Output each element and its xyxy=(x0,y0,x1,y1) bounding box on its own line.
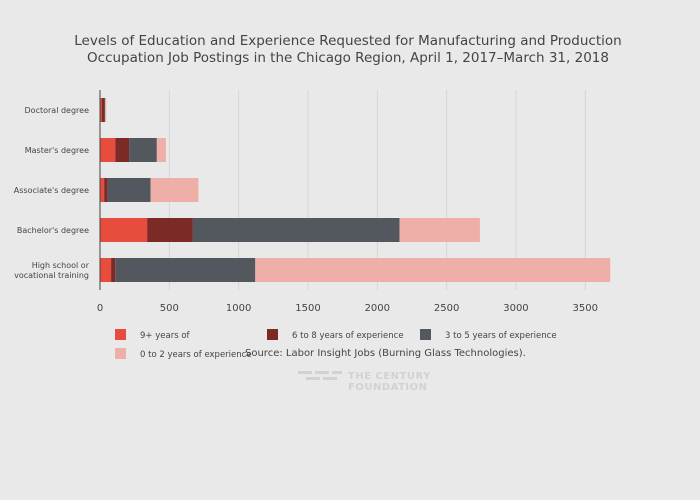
bar-segment xyxy=(111,258,116,282)
bar-segment xyxy=(115,258,256,282)
x-tick-label: 2500 xyxy=(434,303,459,314)
logo-text-line-2: FOUNDATION xyxy=(348,382,428,393)
bar-segment xyxy=(104,178,108,202)
legend-swatch xyxy=(115,348,126,359)
legend-label: 6 to 8 years of experience xyxy=(292,331,404,341)
bar-segment xyxy=(192,218,400,242)
legend-item: 0 to 2 years of experience xyxy=(115,348,252,360)
bar-segment xyxy=(100,138,116,162)
legend-item: 9+ years of xyxy=(115,329,191,341)
x-tick-label: 3500 xyxy=(573,303,598,314)
x-tick-label: 3000 xyxy=(503,303,528,314)
bar-segment xyxy=(115,138,130,162)
bar-segment xyxy=(129,138,157,162)
category-label: Master's degree xyxy=(25,146,89,155)
legend-swatch xyxy=(267,329,278,340)
chart-title-line-2: Occupation Job Postings in the Chicago R… xyxy=(87,50,609,66)
x-tick-label: 1000 xyxy=(226,303,251,314)
legend-item: 6 to 8 years of experience xyxy=(267,329,404,341)
legend-item: 3 to 5 years of experience xyxy=(420,329,557,341)
legend-swatch xyxy=(115,329,126,340)
bar-segment xyxy=(107,178,151,202)
legend-label: 9+ years of xyxy=(140,331,191,341)
logo-text-line-1: THE CENTURY xyxy=(348,371,431,382)
bar-segment xyxy=(100,218,148,242)
bar-segment xyxy=(100,178,105,202)
bar-segment xyxy=(150,178,199,202)
bar-segment xyxy=(104,98,106,122)
bar-segment xyxy=(105,98,107,122)
legend: 9+ years of 6 to 8 years of experience 3 t… xyxy=(115,329,557,360)
legend-swatch xyxy=(420,329,431,340)
x-tick-label: 500 xyxy=(160,303,179,314)
bar-segment xyxy=(156,138,166,162)
legend-label: 0 to 2 years of experience xyxy=(140,350,252,360)
category-label: Bachelor's degree xyxy=(17,226,89,235)
source-note: Source: Labor Insight Jobs (Burning Glas… xyxy=(245,348,526,359)
x-tick-label: 0 xyxy=(97,303,103,314)
x-tick-label: 1500 xyxy=(295,303,320,314)
chart-title-line-1: Levels of Education and Experience Reque… xyxy=(74,33,621,49)
category-label: High school or xyxy=(32,261,90,270)
legend-label: 3 to 5 years of experience xyxy=(445,331,557,341)
bar-segment xyxy=(100,258,112,282)
category-labels: Doctoral degree Master's degree Associate'… xyxy=(14,106,90,280)
gridlines xyxy=(168,90,586,290)
bar-segment xyxy=(100,98,102,122)
category-label: Doctoral degree xyxy=(25,106,90,115)
category-label: vocational training xyxy=(14,271,89,280)
bar-segment xyxy=(101,98,105,122)
bars xyxy=(100,98,611,282)
century-foundation-logo: THE CENTURY FOUNDATION xyxy=(298,371,431,393)
bar-segment xyxy=(399,218,480,242)
bar-segment xyxy=(147,218,193,242)
x-axis-ticks: 0 500 1000 1500 2000 2500 3000 3500 xyxy=(97,303,598,314)
category-label: Associate's degree xyxy=(14,186,89,195)
chart-title: Levels of Education and Experience Reque… xyxy=(74,33,621,66)
bar-segment xyxy=(255,258,611,282)
x-tick-label: 2000 xyxy=(365,303,390,314)
